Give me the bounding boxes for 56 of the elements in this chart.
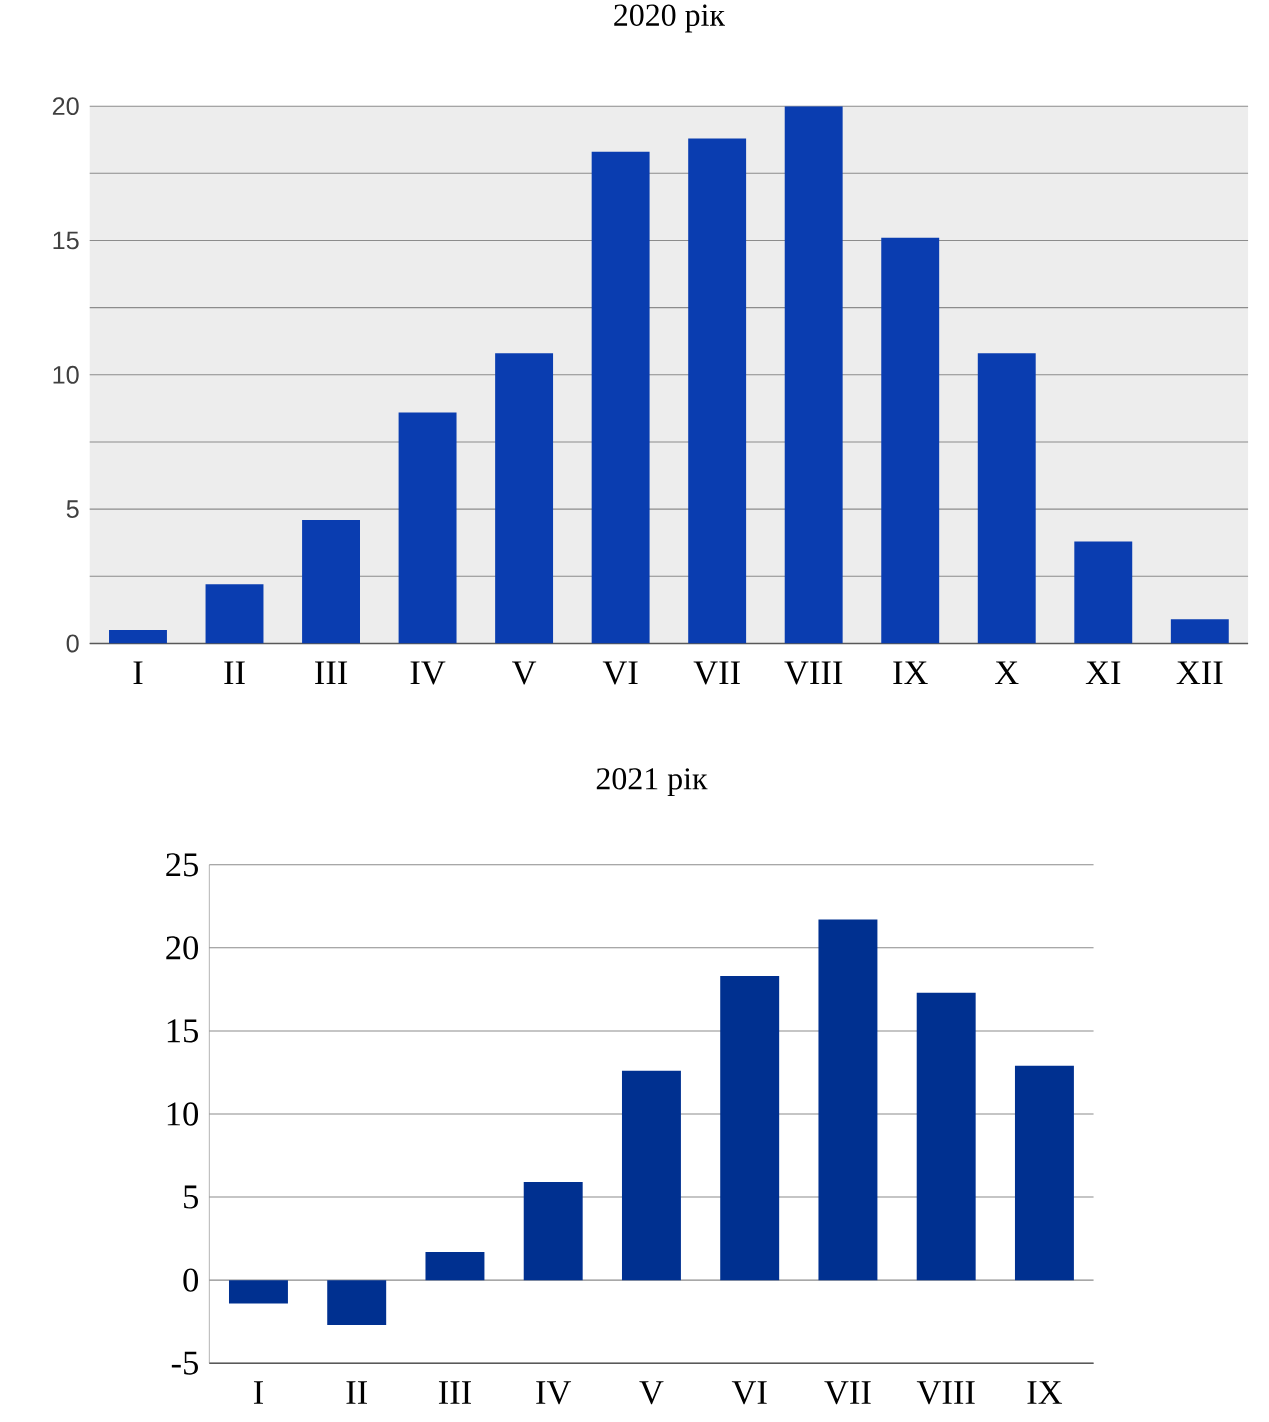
bar [621, 1070, 681, 1281]
bar [302, 519, 360, 644]
bar [720, 976, 780, 1281]
x-tick-label: IV [410, 661, 446, 685]
x-tick-label: IV [536, 1381, 572, 1405]
x-tick-label: VII [824, 1381, 871, 1405]
bar [523, 1182, 583, 1281]
y-tick-label: 15 [167, 1019, 198, 1043]
x-tick-label: I [253, 1381, 264, 1404]
y-tick-label: 0 [66, 634, 79, 653]
bar [1074, 541, 1133, 644]
x-tick-label: I [133, 661, 143, 685]
bar [398, 412, 457, 644]
y-tick-label: 5 [66, 500, 79, 518]
x-tick-label: IX [1027, 1381, 1063, 1404]
bar [818, 919, 878, 1281]
y-tick-label: 0 [183, 1268, 199, 1292]
y-tick-label: 5 [184, 1185, 198, 1209]
bar [1014, 1065, 1074, 1281]
bar [425, 1251, 485, 1281]
y-tick-label: 25 [166, 853, 198, 877]
x-tick-label: VIII [916, 1381, 975, 1405]
x-tick-label: II [224, 661, 245, 685]
x-tick-label: III [438, 1381, 472, 1404]
bar [495, 353, 554, 644]
x-tick-label: IX [893, 661, 928, 685]
x-tick-label: XII [1176, 661, 1223, 685]
bar [205, 584, 264, 644]
x-tick-label: VIII [784, 661, 843, 685]
x-tick-label: VII [693, 661, 740, 685]
x-tick-label: X [995, 661, 1019, 685]
x-tick-label: VI [731, 1381, 767, 1405]
bar [688, 138, 747, 644]
x-tick-label: II [346, 1381, 368, 1404]
bar [916, 992, 976, 1281]
y-tick-label: -5 [171, 1351, 198, 1375]
x-tick-label: V [639, 1381, 664, 1405]
chart-title: 2021 рік [596, 768, 708, 797]
x-tick-label: XI [1085, 661, 1121, 685]
x-tick-label: V [512, 661, 537, 685]
chart-title: 2020 рік [614, 4, 725, 33]
bar [591, 151, 650, 644]
x-tick-label: VI [602, 661, 638, 685]
bar [881, 237, 940, 644]
x-tick-label: III [315, 661, 348, 685]
y-tick-label: 15 [53, 231, 79, 250]
bar [228, 1280, 288, 1304]
bar [1170, 619, 1229, 644]
y-tick-label: 10 [167, 1102, 199, 1126]
y-tick-label: 20 [52, 97, 79, 116]
bar [977, 353, 1036, 644]
bar [109, 630, 167, 644]
y-tick-label: 10 [53, 365, 79, 384]
bar [784, 106, 843, 644]
y-tick-label: 20 [166, 936, 199, 960]
bar [327, 1280, 387, 1325]
